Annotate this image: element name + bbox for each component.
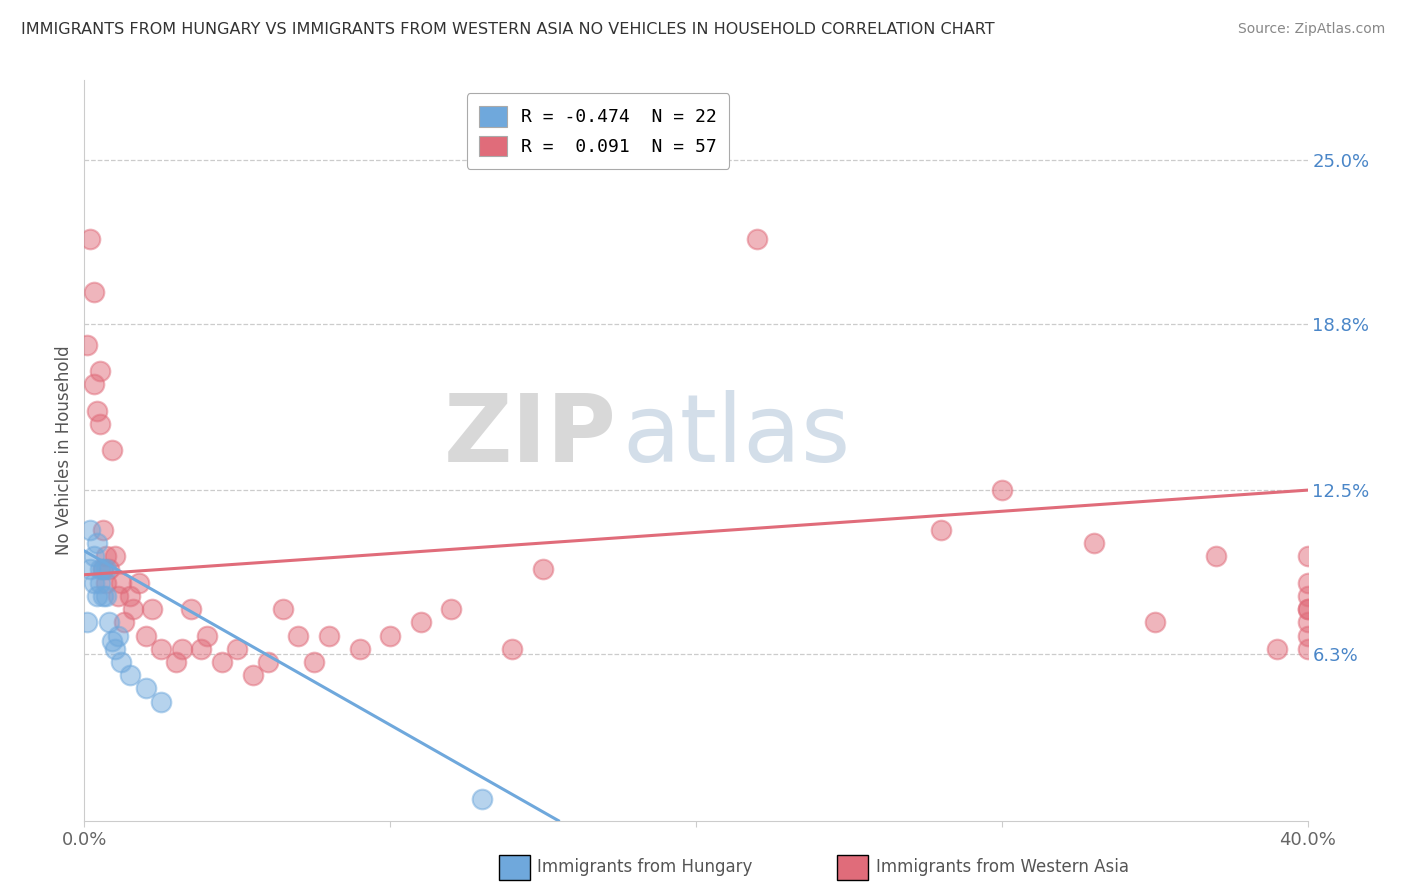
Point — [83, 549, 105, 564]
Legend: R = -0.474  N = 22, R =  0.091  N = 57: R = -0.474 N = 22, R = 0.091 N = 57 — [467, 93, 730, 169]
Point — [1083, 536, 1105, 550]
Point — [101, 633, 124, 648]
Point — [97, 562, 120, 576]
Point — [287, 628, 309, 642]
Point — [502, 641, 524, 656]
Point — [104, 641, 127, 656]
Text: ZIP: ZIP — [443, 390, 616, 482]
Point — [94, 589, 117, 603]
Point — [271, 602, 294, 616]
Point — [79, 523, 101, 537]
Point — [94, 549, 117, 564]
Point — [1143, 615, 1166, 630]
Point — [1296, 589, 1319, 603]
Point — [86, 536, 108, 550]
Point — [89, 562, 111, 576]
Point — [747, 232, 769, 246]
Point — [91, 562, 114, 576]
Point — [409, 615, 432, 630]
Point — [531, 562, 554, 576]
Point — [86, 404, 108, 418]
Point — [180, 602, 202, 616]
Point — [89, 364, 111, 378]
Point — [211, 655, 233, 669]
Point — [107, 589, 129, 603]
Point — [190, 641, 212, 656]
Point — [1296, 602, 1319, 616]
Y-axis label: No Vehicles in Household: No Vehicles in Household — [55, 345, 73, 556]
Point — [380, 628, 402, 642]
Point — [141, 602, 163, 616]
Point — [91, 589, 114, 603]
Text: IMMIGRANTS FROM HUNGARY VS IMMIGRANTS FROM WESTERN ASIA NO VEHICLES IN HOUSEHOLD: IMMIGRANTS FROM HUNGARY VS IMMIGRANTS FR… — [21, 22, 994, 37]
Text: Source: ZipAtlas.com: Source: ZipAtlas.com — [1237, 22, 1385, 37]
Text: Immigrants from Hungary: Immigrants from Hungary — [537, 858, 752, 876]
Point — [172, 641, 194, 656]
Point — [318, 628, 340, 642]
Point — [107, 628, 129, 642]
Point — [1296, 615, 1319, 630]
Point — [91, 562, 114, 576]
Point — [226, 641, 249, 656]
Point — [104, 549, 127, 564]
Point — [471, 792, 494, 806]
Point — [135, 681, 157, 696]
Point — [83, 575, 105, 590]
Point — [165, 655, 187, 669]
Point — [195, 628, 218, 642]
Point — [91, 523, 114, 537]
Point — [94, 575, 117, 590]
Point — [349, 641, 371, 656]
Point — [83, 285, 105, 299]
Text: Immigrants from Western Asia: Immigrants from Western Asia — [876, 858, 1129, 876]
Point — [1265, 641, 1288, 656]
Point — [89, 417, 111, 431]
Point — [257, 655, 280, 669]
Point — [1296, 549, 1319, 564]
Text: atlas: atlas — [623, 390, 851, 482]
Point — [149, 641, 172, 656]
Point — [97, 615, 120, 630]
Point — [79, 562, 101, 576]
Point — [86, 589, 108, 603]
Point — [94, 562, 117, 576]
Point — [135, 628, 157, 642]
Point — [302, 655, 325, 669]
Point — [991, 483, 1014, 497]
Point — [79, 232, 101, 246]
Point — [120, 589, 142, 603]
Point — [83, 377, 105, 392]
Point — [440, 602, 463, 616]
Point — [128, 575, 150, 590]
Point — [110, 655, 132, 669]
Point — [1296, 575, 1319, 590]
Point — [122, 602, 145, 616]
Point — [89, 575, 111, 590]
Point — [1205, 549, 1227, 564]
Point — [112, 615, 135, 630]
Point — [101, 443, 124, 458]
Point — [242, 668, 264, 682]
Point — [1296, 602, 1319, 616]
Point — [76, 337, 98, 351]
Point — [1296, 628, 1319, 642]
Point — [120, 668, 142, 682]
Point — [1296, 641, 1319, 656]
Point — [110, 575, 132, 590]
Point — [76, 615, 98, 630]
Point — [929, 523, 952, 537]
Point — [149, 695, 172, 709]
